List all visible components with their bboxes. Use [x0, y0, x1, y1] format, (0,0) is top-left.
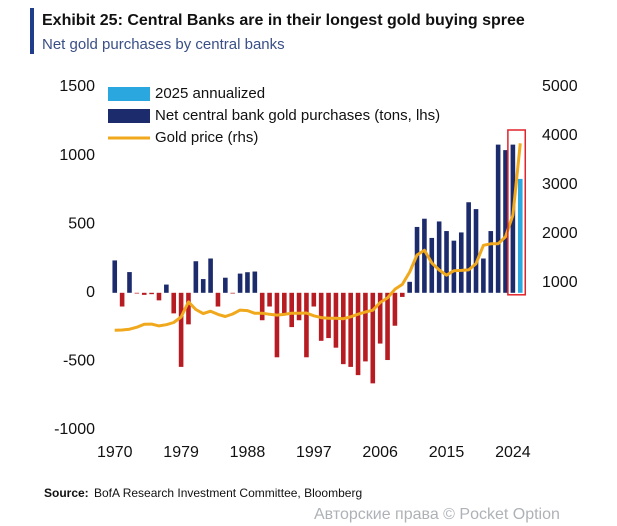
bar [370, 292, 376, 384]
bar [149, 292, 154, 295]
y-tick-label: 0 [86, 284, 95, 301]
y2-tick-label: 5000 [542, 78, 578, 95]
bar [444, 231, 449, 293]
legend-swatch [108, 109, 150, 123]
bar [119, 292, 125, 307]
bar [392, 292, 398, 326]
bar [200, 279, 206, 293]
bar [193, 261, 199, 293]
bar [414, 226, 420, 293]
highlight-box [507, 129, 527, 296]
y2-tick-label: 3000 [542, 176, 578, 193]
bar [422, 218, 427, 293]
bar [223, 277, 228, 293]
bar [208, 258, 213, 293]
bar [230, 292, 236, 294]
legend-label: Gold price (rhs) [155, 129, 258, 146]
bar [186, 292, 191, 325]
bar [451, 240, 457, 293]
y-tick-label: 1000 [59, 147, 95, 164]
bar [267, 292, 272, 307]
bar [377, 292, 383, 344]
line [114, 143, 522, 332]
x-tick-label: 2024 [495, 444, 531, 461]
x-tick-label: 1988 [230, 444, 266, 461]
bar [429, 237, 435, 293]
bar [466, 202, 471, 293]
bar [385, 292, 390, 361]
bar [311, 292, 317, 307]
bar [282, 292, 287, 314]
x-tick-label: 2015 [429, 444, 465, 461]
bar [274, 292, 280, 358]
bar [473, 209, 479, 293]
chart-subtitle: Net gold purchases by central banks [42, 36, 285, 53]
bar [164, 284, 169, 293]
bar [355, 292, 361, 376]
bar [259, 292, 265, 321]
bar [326, 292, 331, 339]
watermark: Авторские права © Pocket Option [314, 506, 560, 523]
y-tick-label: 1500 [59, 78, 95, 95]
bar [458, 232, 464, 293]
source-label: Source: [44, 486, 89, 500]
bar [178, 292, 184, 367]
bar [252, 271, 258, 293]
chart-title: Exhibit 25: Central Banks are in their l… [42, 12, 525, 29]
title-accent [30, 8, 34, 54]
y-tick-label: -500 [63, 353, 95, 370]
bar [141, 292, 147, 295]
bar [363, 292, 368, 362]
x-tick-label: 2006 [362, 444, 398, 461]
bar [481, 258, 486, 293]
bar [237, 273, 243, 293]
bar [134, 292, 140, 294]
bar [289, 292, 294, 328]
bar [215, 292, 221, 307]
bar [112, 260, 118, 293]
bar [407, 281, 412, 293]
legend-label: Net central bank gold purchases (tons, l… [155, 107, 440, 124]
bar [333, 292, 339, 348]
y2-tick-label: 1000 [542, 274, 578, 291]
y-tick-label: -1000 [54, 421, 95, 438]
bar [517, 178, 523, 293]
x-tick-label: 1979 [163, 444, 199, 461]
bar [348, 292, 353, 367]
bar [488, 231, 494, 293]
y-tick-label: 500 [68, 215, 95, 232]
bar [399, 292, 405, 297]
y2-tick-label: 2000 [542, 225, 578, 242]
source: BofA Research Investment Committee, Bloo… [94, 486, 362, 500]
bar [503, 150, 508, 293]
y2-tick-label: 4000 [542, 127, 578, 144]
bar [245, 272, 250, 293]
legend-swatch [108, 87, 150, 101]
bar [341, 292, 346, 365]
x-tick-label: 1970 [97, 444, 133, 461]
x-tick-label: 1997 [296, 444, 332, 461]
bar [171, 292, 177, 314]
bar [495, 144, 501, 293]
bar [304, 292, 309, 358]
bar [156, 292, 162, 301]
bar [296, 292, 302, 321]
bar [127, 272, 132, 293]
legend-label: 2025 annualized [155, 85, 265, 102]
bar [436, 221, 442, 293]
